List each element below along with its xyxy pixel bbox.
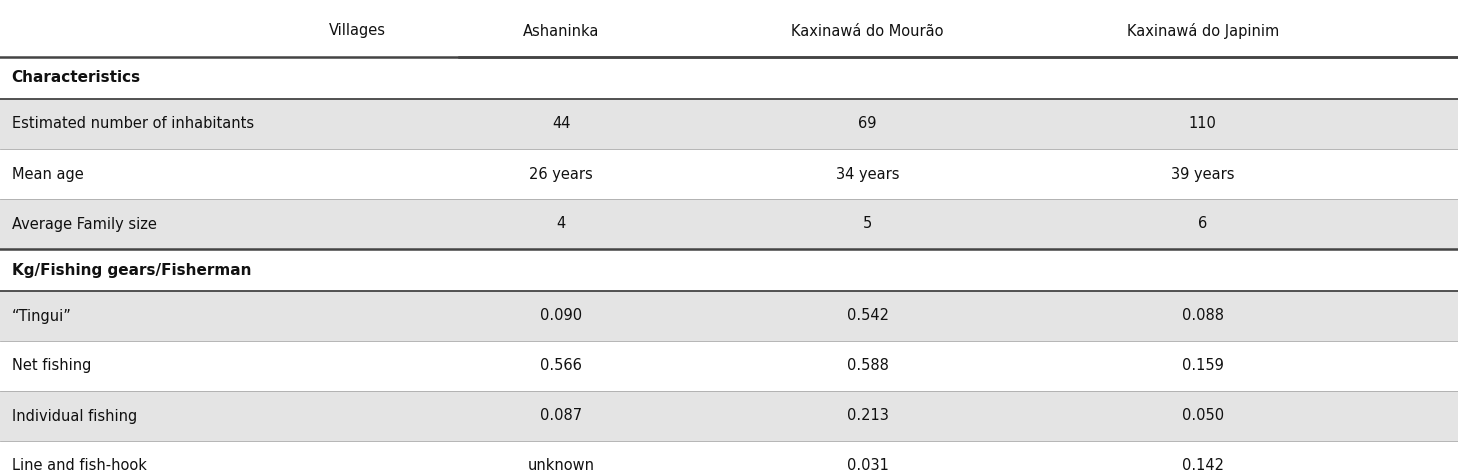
Text: 0.542: 0.542 [847,309,888,323]
Text: 0.031: 0.031 [847,458,888,474]
Bar [0,99,1458,149]
Text: Characteristics: Characteristics [12,71,141,85]
Text: Villages: Villages [328,24,386,38]
Text: 0.050: 0.050 [1182,409,1223,423]
Text: 34 years: 34 years [835,166,900,182]
Bar [0,149,1458,199]
Text: 0.090: 0.090 [541,309,582,323]
Text: 0.213: 0.213 [847,409,888,423]
Text: 0.087: 0.087 [541,409,582,423]
Text: 0.142: 0.142 [1182,458,1223,474]
Text: Kaxinawá do Mourão: Kaxinawá do Mourão [792,24,943,38]
Text: Line and fish-hook: Line and fish-hook [12,458,147,474]
Text: Estimated number of inhabitants: Estimated number of inhabitants [12,117,254,131]
Text: Mean age: Mean age [12,166,83,182]
Text: 5: 5 [863,217,872,231]
Bar [0,199,1458,249]
Text: 110: 110 [1188,117,1217,131]
Text: Ashaninka: Ashaninka [523,24,599,38]
Text: Average Family size: Average Family size [12,217,156,231]
Text: 6: 6 [1198,217,1207,231]
Text: Kaxinawá do Japinim: Kaxinawá do Japinim [1127,23,1279,39]
Bar [0,341,1458,391]
Text: 44: 44 [553,117,570,131]
Text: 0.159: 0.159 [1182,358,1223,374]
Text: 69: 69 [859,117,876,131]
Text: Individual fishing: Individual fishing [12,409,137,423]
Text: unknown: unknown [528,458,595,474]
Text: Net fishing: Net fishing [12,358,90,374]
Text: 4: 4 [557,217,566,231]
Bar [0,291,1458,341]
Text: 0.088: 0.088 [1182,309,1223,323]
Text: 0.588: 0.588 [847,358,888,374]
Text: 39 years: 39 years [1171,166,1235,182]
Text: 26 years: 26 years [529,166,593,182]
Bar [0,441,1458,474]
Bar [0,391,1458,441]
Text: “Tingui”: “Tingui” [12,309,71,323]
Text: 0.566: 0.566 [541,358,582,374]
Text: Kg/Fishing gears/Fisherman: Kg/Fishing gears/Fisherman [12,263,251,277]
